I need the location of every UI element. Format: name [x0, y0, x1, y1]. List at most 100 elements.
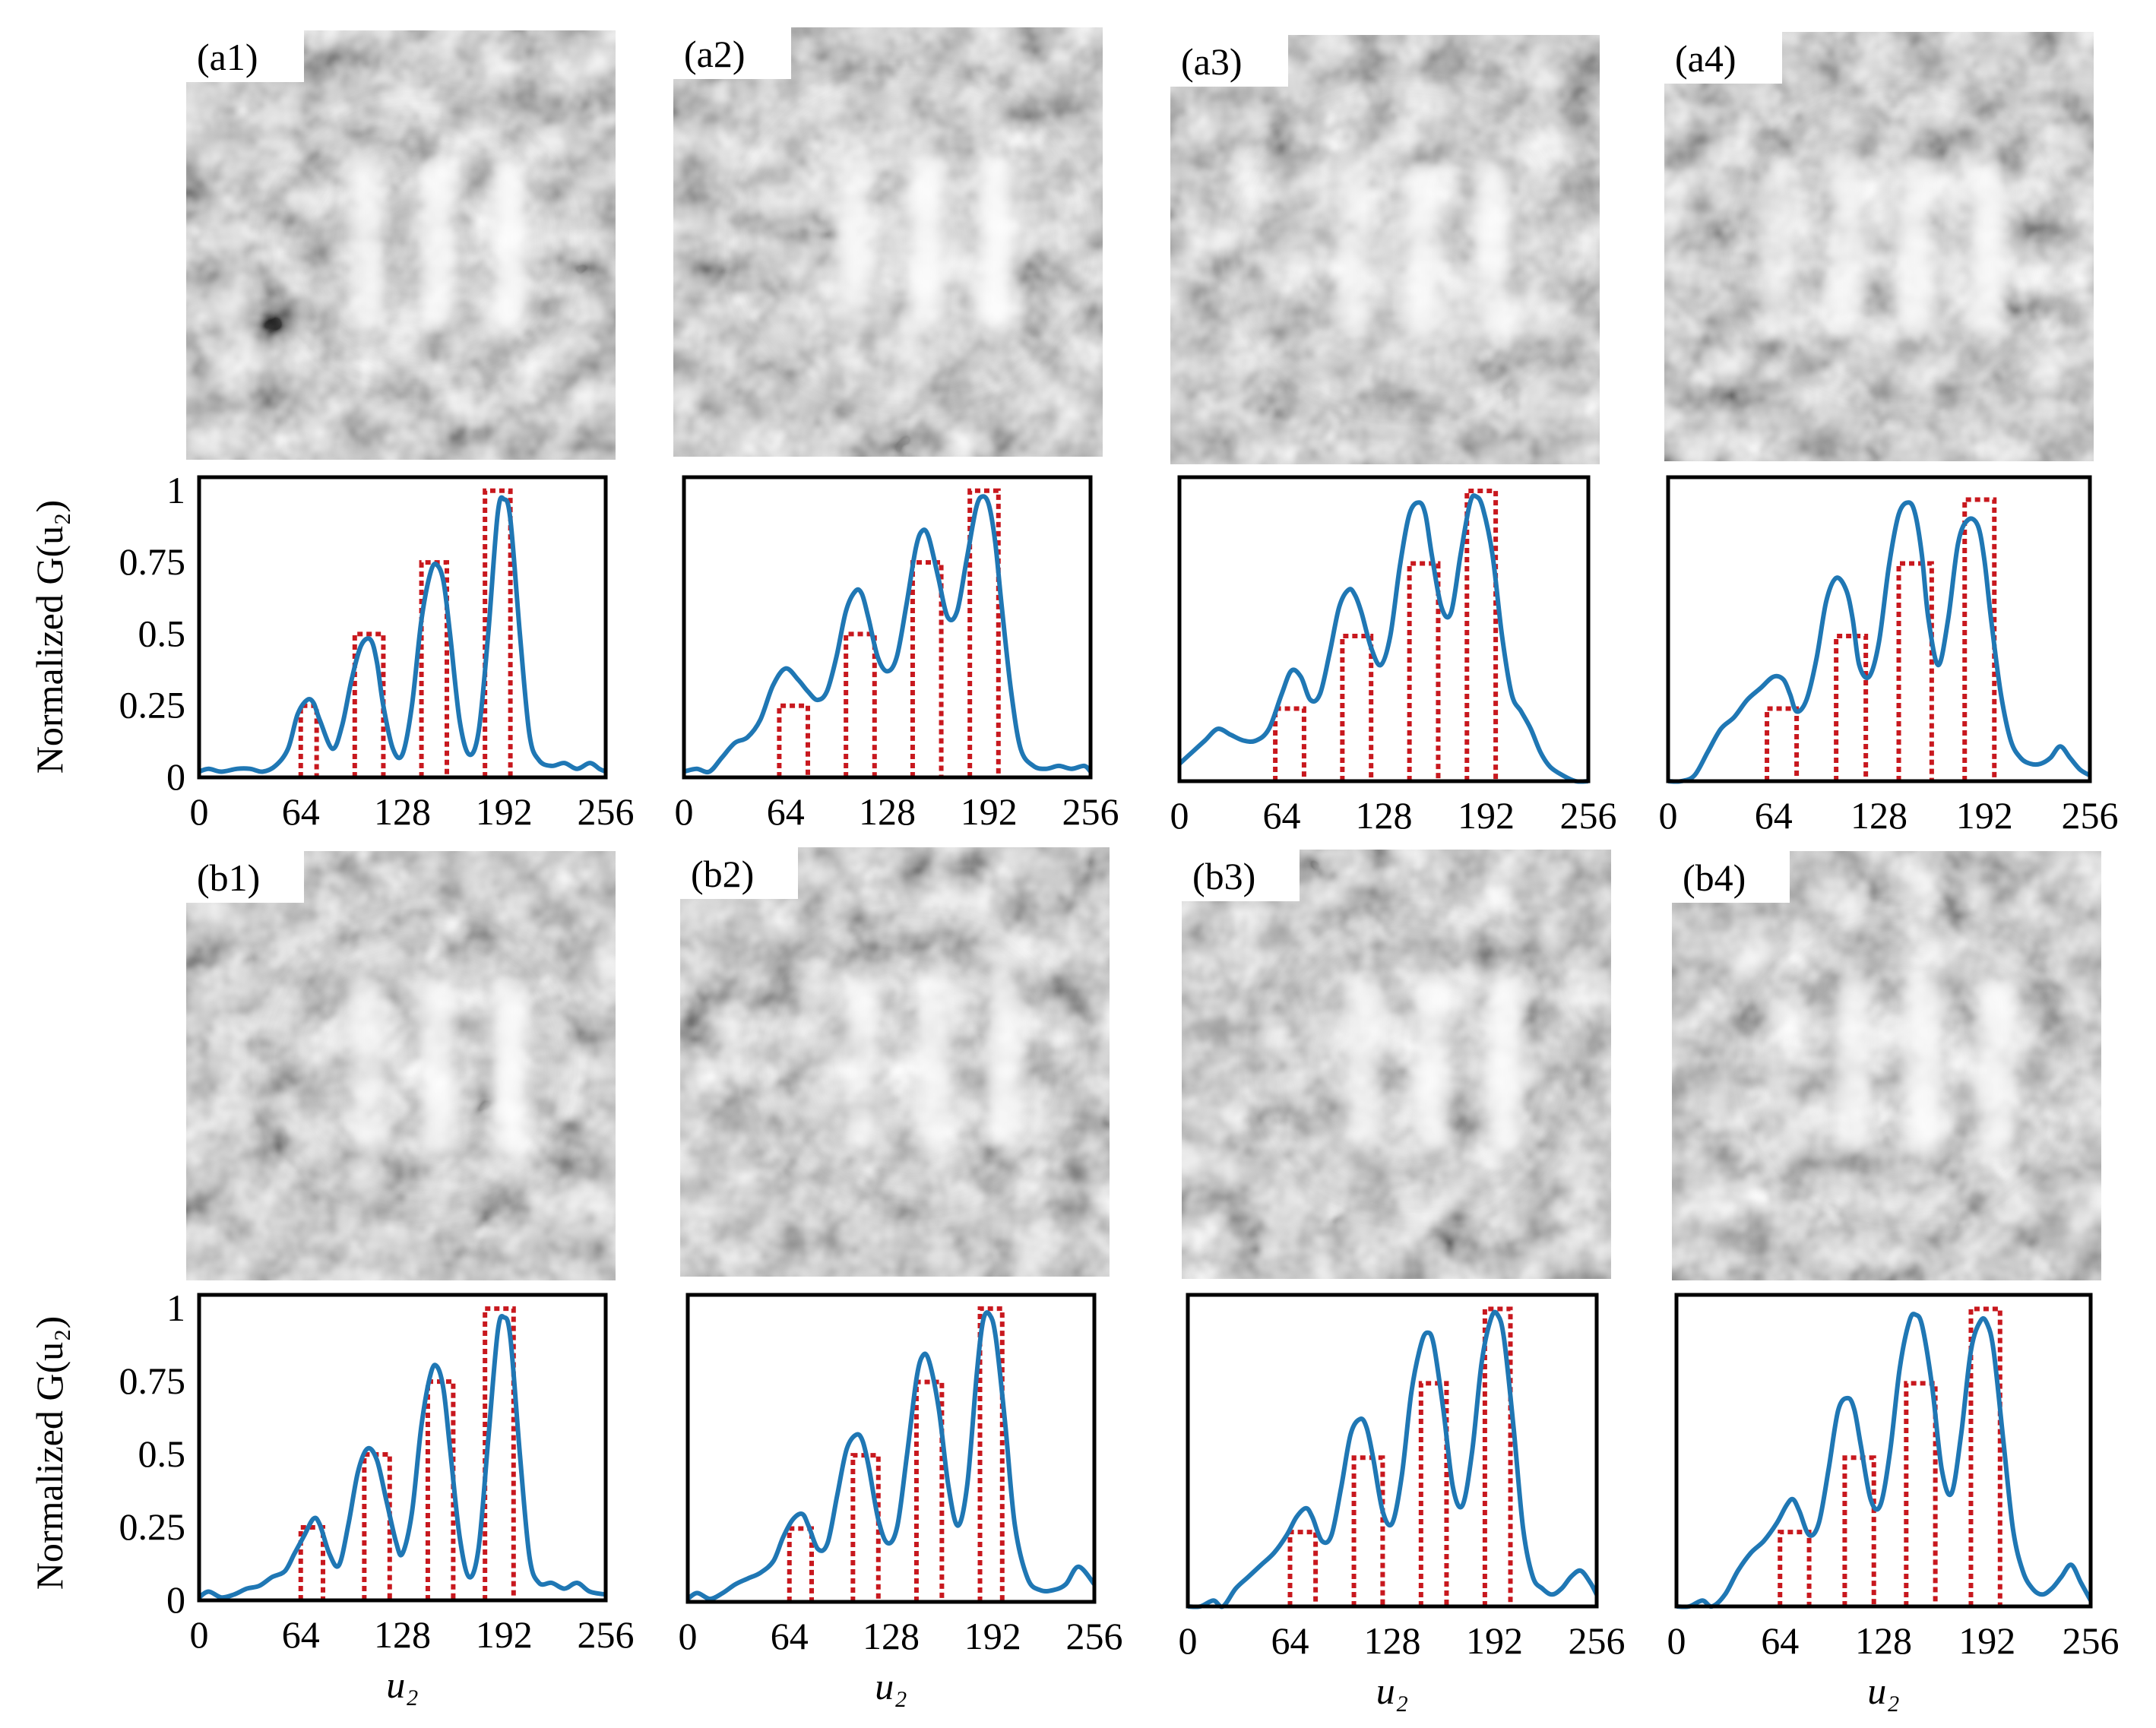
plot-area — [684, 477, 1091, 777]
plot-frame — [682, 475, 1093, 780]
x-tick-label: 192 — [961, 790, 1018, 833]
x-tick-label: 192 — [1466, 1619, 1523, 1662]
reference-bar — [1340, 634, 1374, 781]
object-slit — [1488, 978, 1521, 1150]
x-tick-label: 0 — [1659, 794, 1678, 837]
panel-label: (a4) — [1675, 37, 1737, 80]
reference-bar — [419, 560, 450, 777]
profile-line — [686, 1310, 1097, 1602]
panel-label: (a2) — [684, 33, 746, 75]
x-tick-label: 64 — [767, 790, 805, 833]
reference-bar — [352, 631, 386, 777]
x-tick-label: 64 — [771, 1615, 809, 1657]
profile-line — [198, 1314, 606, 1600]
speckle-image: (a2) — [673, 27, 1103, 457]
x-tick-label: 64 — [1263, 794, 1301, 837]
reference-bar — [1765, 706, 1800, 781]
object-slit — [1907, 980, 1941, 1152]
panel-label-box — [186, 851, 304, 903]
x-tick-label: 192 — [1958, 1619, 2015, 1662]
plot-frame — [197, 1293, 608, 1603]
x-tick-label: 256 — [1062, 790, 1119, 833]
x-tick-label: 256 — [2063, 1619, 2120, 1662]
profile-plots: 0 64 128 192 256 0 0.25 0.5 0.75 1 0 64 128 192 256 0 64… — [119, 469, 2120, 1712]
speckle-image: (b4) — [1672, 851, 2101, 1280]
panel-label-box — [673, 27, 791, 79]
x-tick-label: 128 — [1855, 1619, 1912, 1662]
x-tick-label: 64 — [282, 790, 320, 833]
reference-bar — [298, 1525, 326, 1600]
panel-label: (b1) — [197, 856, 260, 899]
y-axis-title-top: Normalized G(u₂) — [28, 500, 71, 774]
profile-line — [1187, 1309, 1599, 1609]
speckle-image: (a1) — [186, 30, 616, 460]
x-tick-label: 128 — [1850, 794, 1907, 837]
panel-label: (a3) — [1181, 40, 1243, 83]
reference-bar — [1778, 1530, 1812, 1606]
object-slit — [422, 159, 455, 331]
reference-bar — [483, 1306, 516, 1600]
plot-area — [1676, 1295, 2091, 1606]
x-tick-label: 192 — [476, 790, 533, 833]
x-tick-label: 256 — [1066, 1615, 1123, 1657]
x-tick-label: 0 — [1179, 1619, 1198, 1662]
x-tick-label: 64 — [1755, 794, 1793, 837]
object-slit — [980, 156, 1013, 328]
panel-label: (b4) — [1683, 856, 1746, 899]
panel-label-box — [1664, 32, 1782, 84]
object-slit — [422, 980, 455, 1152]
reference-bar — [1834, 634, 1869, 781]
x-axis-title: u₂ — [386, 1663, 418, 1706]
x-tick-label: 0 — [190, 790, 209, 833]
plot-frame — [685, 1293, 1097, 1604]
x-tick-label: 64 — [1761, 1619, 1799, 1662]
reference-bar — [913, 1379, 945, 1602]
reference-bar — [910, 560, 944, 777]
reference-bar — [298, 703, 319, 777]
x-axis-title: u₂ — [875, 1665, 907, 1707]
reference-bar — [1464, 489, 1499, 781]
reference-bar — [977, 1306, 1005, 1602]
x-tick-label: 256 — [1560, 794, 1617, 837]
object-slit — [845, 976, 878, 1148]
object-slit — [492, 980, 526, 1152]
plot-frame — [1674, 1293, 2093, 1609]
reference-bar — [1904, 1381, 1938, 1606]
object-slit — [351, 980, 384, 1152]
reference-bar — [787, 1526, 815, 1602]
panel-label-box — [680, 847, 798, 899]
profile-line — [1667, 500, 2091, 784]
reference-bar — [844, 631, 877, 777]
profile-line — [198, 495, 607, 774]
x-tick-label: 192 — [476, 1613, 533, 1656]
y-tick-label: 0.75 — [119, 540, 186, 583]
panel-label: (b2) — [691, 853, 754, 895]
object-slit — [1900, 160, 1933, 333]
x-tick-label: 256 — [1569, 1619, 1626, 1662]
plot-b2: 0 64 128 192 256 u₂ — [679, 1293, 1123, 1707]
x-tick-label: 192 — [964, 1615, 1021, 1657]
x-axis-title: u₂ — [1867, 1669, 1899, 1712]
plot-b4: 0 64 128 192 256 u₂ — [1667, 1293, 2120, 1712]
y-tick-label: 0 — [166, 1578, 185, 1621]
object-slit — [351, 159, 384, 331]
panel-label-box — [186, 30, 304, 82]
object-slit — [1837, 980, 1869, 1152]
x-tick-label: 128 — [863, 1615, 920, 1657]
y-tick-label: 0.25 — [119, 684, 186, 726]
plot-b1: 0 64 128 192 256 0 0.25 0.5 0.75 1 u₂ — [119, 1287, 635, 1706]
plot-a4: 0 64 128 192 256 — [1659, 475, 2119, 837]
panel-label-box — [1672, 851, 1790, 903]
object-slit — [1406, 163, 1439, 336]
plot-frame — [1186, 1293, 1599, 1609]
x-tick-label: 0 — [1170, 794, 1189, 837]
reference-bar — [1287, 1530, 1319, 1606]
profile-line — [683, 494, 1093, 775]
object-slit — [1829, 160, 1862, 333]
plot-frame — [1177, 475, 1591, 783]
profile-line — [1177, 493, 1589, 784]
speckle-image: (b2) — [680, 847, 1110, 1277]
object-slit — [1417, 978, 1451, 1150]
x-tick-label: 0 — [190, 1613, 209, 1656]
object-slit — [1335, 163, 1368, 336]
